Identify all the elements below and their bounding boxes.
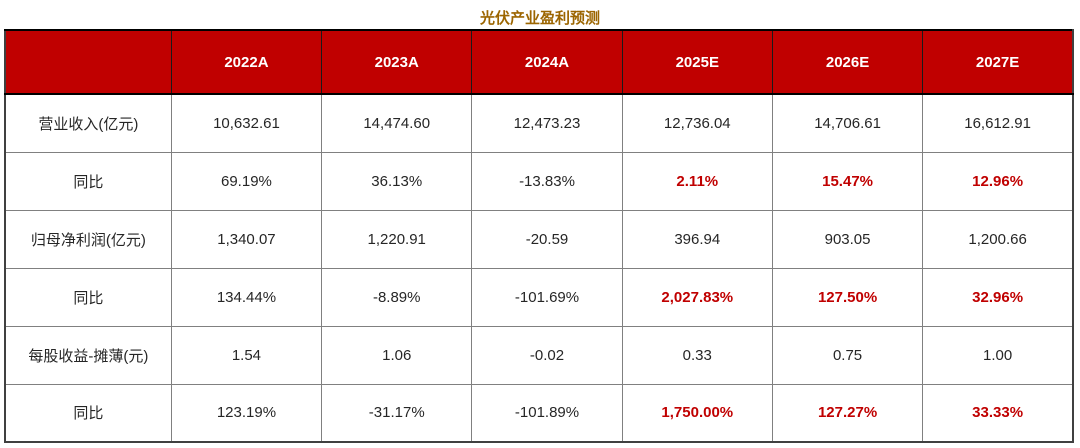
table-cell: 134.44%: [170, 267, 323, 327]
table-cell: -20.59: [471, 209, 623, 269]
table-cell: 396.94: [621, 209, 773, 269]
table-cell: 12,473.23: [471, 93, 623, 153]
column-header-2027e: 2027E: [922, 29, 1074, 95]
row-label: 同比: [4, 151, 172, 211]
table-cell: -13.83%: [471, 151, 623, 211]
table-cell: -0.02: [471, 325, 623, 385]
table-cell: 10,632.61: [170, 93, 323, 153]
table-cell: -31.17%: [321, 383, 473, 443]
page-title: 光伏产业盈利预测: [479, 10, 600, 27]
table-cell-forecast: 12.96%: [922, 151, 1074, 211]
row-label: 同比: [4, 267, 172, 327]
table-cell: 123.19%: [170, 383, 323, 443]
table-row-eps: 每股收益-摊薄(元) 1.54 1.06 -0.02 0.33 0.75 1.0…: [4, 325, 1074, 385]
table-cell: 0.33: [621, 325, 773, 385]
table-cell-forecast: 32.96%: [922, 267, 1074, 327]
table-cell: -101.89%: [471, 383, 623, 443]
table-cell: 36.13%: [321, 151, 473, 211]
table-cell: 0.75: [771, 325, 924, 385]
table-row-net-profit-yoy: 同比 134.44% -8.89% -101.69% 2,027.83% 127…: [4, 267, 1074, 327]
header-row: 2022A 2023A 2024A 2025E 2026E 2027E: [4, 29, 1074, 95]
table-cell: -101.69%: [471, 267, 623, 327]
table-cell: 1.54: [170, 325, 323, 385]
table-cell: 1.06: [321, 325, 473, 385]
table-cell: 16,612.91: [922, 93, 1074, 153]
table-cell: -8.89%: [321, 267, 473, 327]
row-label: 同比: [4, 383, 172, 443]
row-label: 营业收入(亿元): [4, 93, 172, 153]
table-cell-forecast: 1,750.00%: [621, 383, 773, 443]
table-cell-forecast: 127.27%: [771, 383, 924, 443]
column-header-2026e: 2026E: [771, 29, 924, 95]
table-cell-forecast: 15.47%: [771, 151, 924, 211]
column-header-2025e: 2025E: [621, 29, 773, 95]
table-cell: 1,200.66: [922, 209, 1074, 269]
table-cell-forecast: 127.50%: [771, 267, 924, 327]
table-cell-forecast: 2,027.83%: [621, 267, 773, 327]
row-label: 归母净利润(亿元): [4, 209, 172, 269]
table-cell: 14,706.61: [771, 93, 924, 153]
table-row-revenue-yoy: 同比 69.19% 36.13% -13.83% 2.11% 15.47% 12…: [4, 151, 1074, 211]
table-cell-forecast: 2.11%: [621, 151, 773, 211]
table-cell: 903.05: [771, 209, 924, 269]
table-cell: 1.00: [922, 325, 1074, 385]
table-cell: 1,340.07: [170, 209, 323, 269]
column-header-2024a: 2024A: [471, 29, 623, 95]
table-cell: 69.19%: [170, 151, 323, 211]
forecast-table: 2022A 2023A 2024A 2025E 2026E 2027E 营业收入…: [4, 29, 1074, 443]
table-cell: 12,736.04: [621, 93, 773, 153]
column-header-blank: [4, 29, 172, 95]
column-header-2023a: 2023A: [321, 29, 473, 95]
row-label: 每股收益-摊薄(元): [4, 325, 172, 385]
table-cell: 14,474.60: [321, 93, 473, 153]
table-row-net-profit: 归母净利润(亿元) 1,340.07 1,220.91 -20.59 396.9…: [4, 209, 1074, 269]
table-cell: 1,220.91: [321, 209, 473, 269]
column-header-2022a: 2022A: [170, 29, 323, 95]
table-cell-forecast: 33.33%: [922, 383, 1074, 443]
table-row-eps-yoy: 同比 123.19% -31.17% -101.89% 1,750.00% 12…: [4, 383, 1074, 443]
table-row-revenue: 营业收入(亿元) 10,632.61 14,474.60 12,473.23 1…: [4, 93, 1074, 153]
